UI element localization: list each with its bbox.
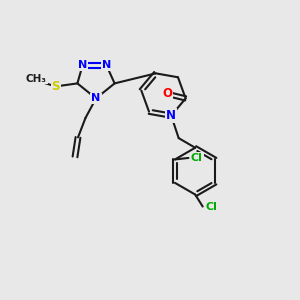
Text: N: N bbox=[102, 60, 111, 70]
Text: CH₃: CH₃ bbox=[26, 74, 47, 84]
Text: N: N bbox=[166, 109, 176, 122]
Text: N: N bbox=[78, 60, 87, 70]
Text: Cl: Cl bbox=[205, 202, 217, 212]
Text: N: N bbox=[92, 93, 100, 103]
Text: O: O bbox=[162, 87, 172, 101]
Text: Cl: Cl bbox=[191, 153, 203, 163]
Text: S: S bbox=[52, 80, 60, 93]
